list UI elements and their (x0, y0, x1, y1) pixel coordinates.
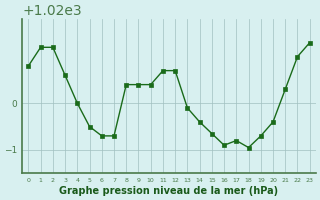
X-axis label: Graphe pression niveau de la mer (hPa): Graphe pression niveau de la mer (hPa) (60, 186, 279, 196)
